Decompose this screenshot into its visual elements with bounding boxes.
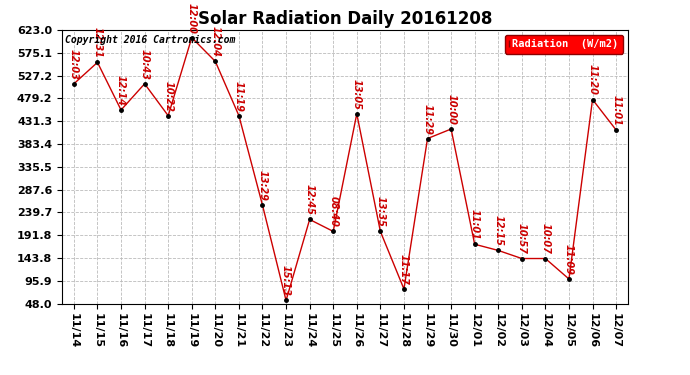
Text: 12:31: 12:31	[92, 27, 102, 58]
Text: 12:15: 12:15	[493, 215, 503, 246]
Text: 10:57: 10:57	[517, 224, 526, 254]
Text: 12:45: 12:45	[305, 184, 315, 215]
Text: 10:00: 10:00	[446, 94, 456, 125]
Text: 12:03: 12:03	[69, 49, 79, 80]
Text: 12:04: 12:04	[210, 26, 220, 57]
Text: 11:20: 11:20	[588, 64, 598, 95]
Text: 13:05: 13:05	[352, 79, 362, 110]
Text: 13:29: 13:29	[257, 170, 268, 201]
Text: 11:17: 11:17	[399, 254, 409, 285]
Text: 12:00: 12:00	[187, 3, 197, 33]
Text: 11:29: 11:29	[422, 104, 433, 134]
Title: Solar Radiation Daily 20161208: Solar Radiation Daily 20161208	[198, 10, 492, 28]
Text: 11:01: 11:01	[611, 95, 621, 126]
Text: 10:22: 10:22	[164, 81, 173, 111]
Legend: Radiation  (W/m2): Radiation (W/m2)	[505, 35, 622, 54]
Text: 08:40: 08:40	[328, 196, 338, 227]
Text: 11:19: 11:19	[234, 81, 244, 111]
Text: 15:13: 15:13	[281, 266, 291, 296]
Text: 11:09: 11:09	[564, 244, 574, 275]
Text: 10:43: 10:43	[139, 49, 150, 80]
Text: 11:01: 11:01	[470, 209, 480, 240]
Text: 13:35: 13:35	[375, 196, 385, 227]
Text: 12:14: 12:14	[116, 75, 126, 106]
Text: 10:07: 10:07	[540, 224, 551, 254]
Text: Copyright 2016 Cartronics.com: Copyright 2016 Cartronics.com	[65, 36, 235, 45]
